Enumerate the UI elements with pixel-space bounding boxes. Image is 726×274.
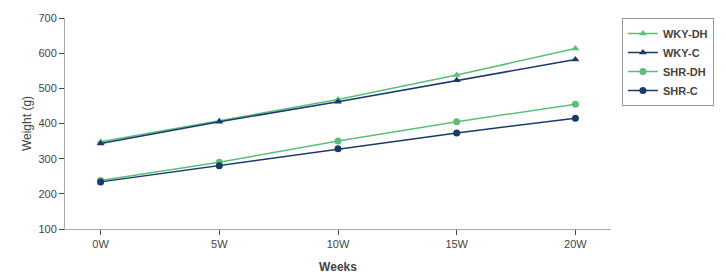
svg-text:Weight (g): Weight (g)	[20, 96, 34, 151]
svg-text:WKY-DH: WKY-DH	[663, 28, 708, 40]
svg-text:SHR-DH: SHR-DH	[663, 66, 706, 78]
svg-text:400: 400	[38, 117, 56, 129]
svg-text:100: 100	[38, 223, 56, 235]
svg-text:5W: 5W	[211, 238, 228, 250]
svg-text:500: 500	[38, 82, 56, 94]
svg-text:15W: 15W	[445, 238, 468, 250]
svg-text:0W: 0W	[92, 238, 109, 250]
svg-text:WKY-C: WKY-C	[663, 47, 700, 59]
svg-text:300: 300	[38, 153, 56, 165]
svg-text:700: 700	[38, 12, 56, 24]
svg-text:200: 200	[38, 188, 56, 200]
svg-text:SHR-C: SHR-C	[663, 85, 698, 97]
svg-text:20W: 20W	[564, 238, 587, 250]
svg-text:Weeks: Weeks	[319, 260, 357, 274]
svg-text:10W: 10W	[327, 238, 350, 250]
svg-text:600: 600	[38, 47, 56, 59]
